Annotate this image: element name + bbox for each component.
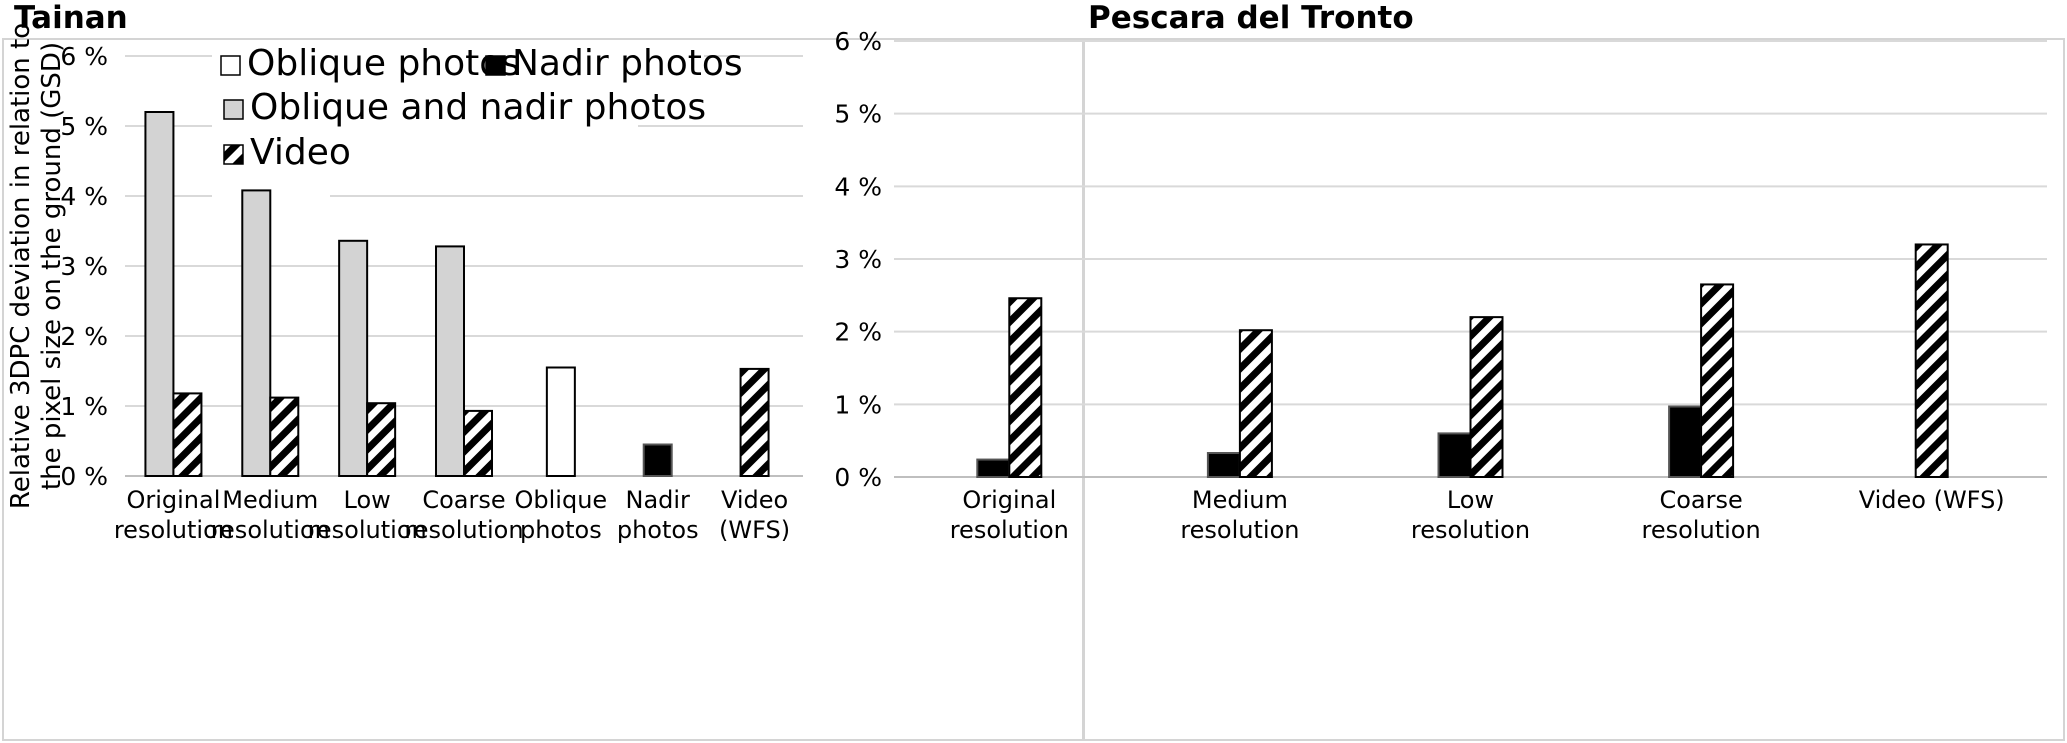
x-category-label: Coarse (422, 486, 505, 514)
bar-nadir-photos (642, 443, 673, 477)
x-category-label: photos (617, 516, 699, 544)
bar-oblique-and-nadir-photos (241, 189, 272, 477)
chart-title-pescara: Pescara del Tronto (1088, 0, 1414, 36)
x-category-label: Video (721, 486, 788, 514)
bar-oblique-photos (545, 366, 576, 477)
y-tick-label: 6 % (834, 27, 882, 56)
y-tick-label: 4 % (834, 172, 882, 201)
y-axis-label-line1: Relative 3DPC deviation in relation to (6, 23, 36, 509)
bar-oblique-and-nadir-photos (435, 245, 465, 477)
bar-video (739, 367, 770, 477)
bar-oblique-and-nadir-photos (338, 239, 369, 477)
x-category-label: Low (344, 486, 391, 514)
bar-video (269, 396, 300, 478)
chart-title-tainan: Tainan (14, 0, 128, 36)
x-category-label: Nadir (625, 486, 690, 514)
x-category-label: resolution (1642, 516, 1761, 544)
legend-swatch-oblique-and-nadir-photos (223, 99, 244, 120)
bar-nadir-photos (976, 458, 1011, 478)
x-category-label: resolution (308, 516, 427, 544)
y-tick-label: 1 % (60, 392, 108, 421)
x-category-label: photos (520, 516, 602, 544)
x-category-label: resolution (404, 516, 523, 544)
x-category-label: Oblique (515, 486, 608, 514)
bar-nadir-photos (1206, 452, 1241, 478)
tainan-bar-chart: 0 %1 %2 %3 %4 %5 %6 %OriginalresolutionM… (6, 23, 803, 544)
pescara-bar-chart: 0 %1 %2 %3 %4 %5 %6 %OriginalresolutionM… (834, 27, 2047, 544)
x-category-label: resolution (211, 516, 330, 544)
y-tick-label: 3 % (834, 245, 882, 274)
y-axis-label-line2: the pixel size on the ground (GSD) (37, 42, 67, 490)
y-tick-label: 3 % (60, 252, 108, 281)
legend-swatch-video (223, 144, 244, 165)
bar-video (1008, 297, 1043, 478)
bar-video (1914, 243, 1949, 478)
x-category-label: resolution (114, 516, 233, 544)
y-tick-label: 2 % (60, 322, 108, 351)
legend-label-nadir-photos: Nadir photos (512, 43, 743, 84)
legend-swatch-nadir-photos (485, 55, 506, 76)
bar-nadir-photos (1668, 405, 1703, 478)
bar-video (1238, 329, 1273, 479)
x-category-label: resolution (1180, 516, 1299, 544)
x-category-label: Medium (222, 486, 318, 514)
y-tick-label: 6 % (60, 42, 108, 71)
legend-swatch-oblique-photos (220, 55, 241, 76)
x-category-label: resolution (950, 516, 1069, 544)
x-category-label: Original (962, 486, 1056, 514)
chart-panel-pescara (1083, 38, 2065, 741)
bar-video (1700, 283, 1735, 478)
y-tick-label: 1 % (834, 390, 882, 419)
bar-video (366, 402, 397, 478)
x-category-label: (WFS) (719, 516, 790, 544)
x-category-label: Medium (1192, 486, 1288, 514)
legend-label-oblique-photos: Oblique photos (247, 43, 520, 84)
bar-video (172, 392, 203, 477)
y-tick-label: 5 % (834, 100, 882, 129)
bar-oblique-and-nadir-photos (144, 111, 175, 477)
x-category-label: Low (1447, 486, 1494, 514)
y-tick-label: 0 % (834, 463, 882, 492)
legend-label-oblique-and-nadir-photos: Oblique and nadir photos (250, 87, 706, 128)
y-tick-label: 2 % (834, 318, 882, 347)
y-tick-label: 0 % (60, 462, 108, 491)
y-tick-label: 5 % (60, 112, 108, 141)
x-category-label: resolution (1411, 516, 1530, 544)
x-category-label: Video (WFS) (1859, 486, 2005, 514)
x-category-label: Original (126, 486, 220, 514)
y-tick-label: 4 % (60, 182, 108, 211)
legend-label-video: Video (250, 132, 351, 173)
bar-nadir-photos (1437, 432, 1472, 478)
bar-video (463, 409, 493, 477)
x-category-label: Coarse (1659, 486, 1742, 514)
bar-video (1469, 316, 1504, 478)
